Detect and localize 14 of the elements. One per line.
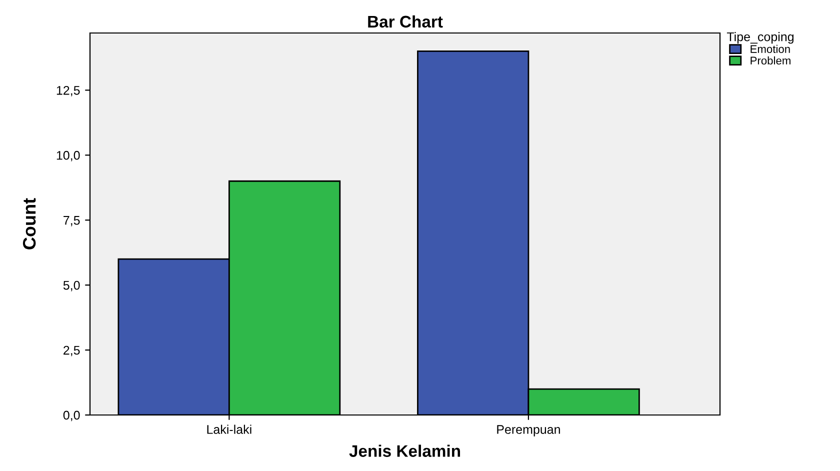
legend-label: Emotion — [750, 44, 790, 54]
y-tick-label: 2,5 — [64, 346, 80, 356]
y-tick-label: 12,5 — [56, 86, 80, 96]
y-tick-label: 0,0 — [63, 410, 80, 422]
legend-title: Tipe_coping — [726, 32, 794, 44]
y-axis-title: Count — [22, 198, 36, 250]
x-tick-label: Perempuan — [497, 425, 560, 436]
y-tick-label: 5,0 — [63, 280, 80, 292]
legend-label: Problem — [750, 56, 790, 65]
y-tick-label: 7,5 — [64, 216, 80, 226]
chart-title: Bar Chart — [368, 15, 443, 28]
y-tick-label: 10,0 — [56, 150, 80, 162]
x-tick-label: Laki-laki — [207, 424, 252, 434]
x-axis-title: Jenis Kelamin — [349, 444, 460, 457]
